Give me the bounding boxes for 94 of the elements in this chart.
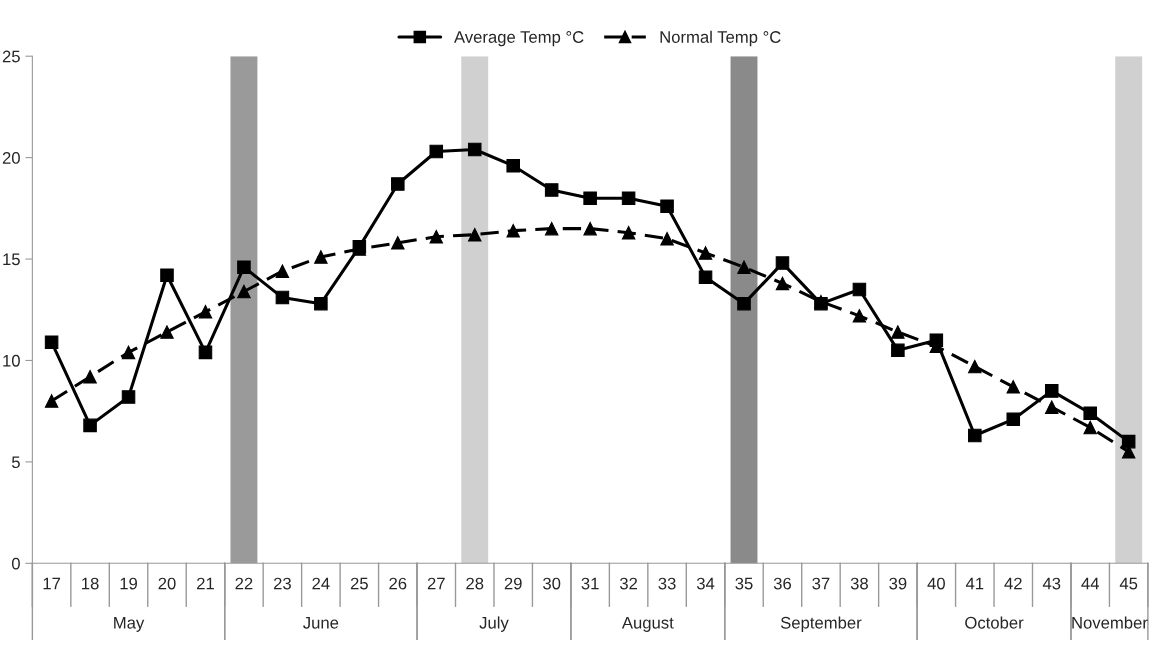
- x-tick-label: 39: [889, 577, 907, 590]
- point: [660, 199, 674, 214]
- point: [198, 345, 213, 360]
- point: [160, 268, 174, 283]
- point: [1083, 406, 1097, 420]
- x-tick-label: 23: [273, 577, 291, 590]
- point: [852, 282, 867, 297]
- point: [544, 221, 559, 236]
- point: [506, 158, 520, 173]
- x-tick-label: 19: [120, 577, 138, 590]
- x-tick-label: 45: [1119, 577, 1138, 590]
- point: [1006, 412, 1021, 427]
- x-tick-label: 26: [389, 577, 407, 590]
- point: [160, 325, 174, 339]
- point: [121, 345, 136, 360]
- x-tick-label: 40: [927, 577, 945, 590]
- legend-label: Average Temp °C: [454, 31, 584, 47]
- x-tick-label: 29: [504, 577, 522, 590]
- text: August: [621, 617, 674, 632]
- point: [83, 418, 97, 433]
- x-tick-label: 42: [1004, 577, 1022, 590]
- x-tick-label: 18: [82, 577, 99, 590]
- y-tick-label: 25: [2, 50, 20, 63]
- point: [583, 221, 597, 236]
- x-tick-label: 24: [312, 577, 330, 590]
- point: [391, 236, 405, 250]
- text: September: [780, 616, 862, 632]
- x-tick-label: 25: [350, 577, 368, 590]
- y-tick-label: 10: [3, 354, 20, 367]
- y-tick-label: 5: [11, 456, 20, 469]
- legend-label: Normal Temp °C: [660, 30, 781, 47]
- x-tick-label: 20: [158, 577, 176, 590]
- point: [198, 305, 213, 319]
- point: [698, 246, 713, 260]
- point: [1083, 420, 1097, 435]
- x-tick-label: 37: [812, 577, 830, 590]
- point: [237, 284, 251, 299]
- point: [737, 260, 751, 274]
- point: [121, 390, 136, 404]
- text: July: [479, 616, 509, 632]
- y-tick-label: 0: [11, 557, 20, 570]
- x-tick-label: 30: [543, 577, 561, 590]
- point: [621, 191, 636, 205]
- point: [429, 229, 444, 244]
- x-tick-label: 43: [1042, 577, 1061, 590]
- point: [775, 256, 790, 270]
- point: [429, 144, 444, 159]
- text: May: [114, 617, 145, 632]
- point: [83, 369, 97, 384]
- point: [544, 183, 559, 197]
- x-tick-label: 38: [850, 577, 868, 590]
- x-tick-label: 31: [581, 577, 599, 590]
- y-tick-label: 15: [3, 253, 20, 266]
- x-tick-label: 21: [197, 577, 214, 590]
- x-tick-label: 33: [658, 577, 676, 590]
- point: [44, 394, 59, 408]
- point: [968, 428, 982, 443]
- point: [237, 260, 251, 274]
- point: [698, 270, 713, 285]
- x-tick-label: 41: [965, 577, 984, 590]
- point: [737, 296, 751, 311]
- point: [314, 250, 328, 264]
- point: [44, 335, 59, 349]
- x-tick-label: 27: [427, 577, 445, 590]
- point: [275, 290, 290, 305]
- x-tick-label: 35: [735, 577, 753, 590]
- point: [891, 325, 905, 339]
- x-tick-label: 17: [43, 577, 61, 590]
- text: November: [1072, 616, 1148, 629]
- point: [1006, 380, 1021, 394]
- x-tick-label: 22: [235, 577, 253, 590]
- point: [506, 223, 520, 238]
- point: [391, 177, 405, 191]
- x-tick-label: 44: [1081, 577, 1099, 590]
- x-tick-label: 32: [619, 577, 638, 590]
- y-tick-label: 20: [2, 152, 20, 164]
- text: October: [965, 616, 1024, 629]
- x-tick-label: 34: [696, 577, 715, 590]
- point: [1044, 400, 1059, 414]
- point: [1044, 384, 1059, 398]
- point: [583, 191, 597, 205]
- x-tick-label: 28: [466, 577, 484, 590]
- point: [467, 227, 482, 242]
- point: [852, 309, 867, 323]
- point: [968, 359, 982, 374]
- point: [775, 276, 790, 291]
- point: [621, 225, 636, 240]
- point: [660, 231, 674, 246]
- text: June: [303, 617, 339, 629]
- point: [314, 296, 328, 311]
- point: [275, 264, 290, 278]
- point: [891, 343, 905, 358]
- x-tick-label: 36: [773, 577, 792, 590]
- point: [467, 142, 482, 157]
